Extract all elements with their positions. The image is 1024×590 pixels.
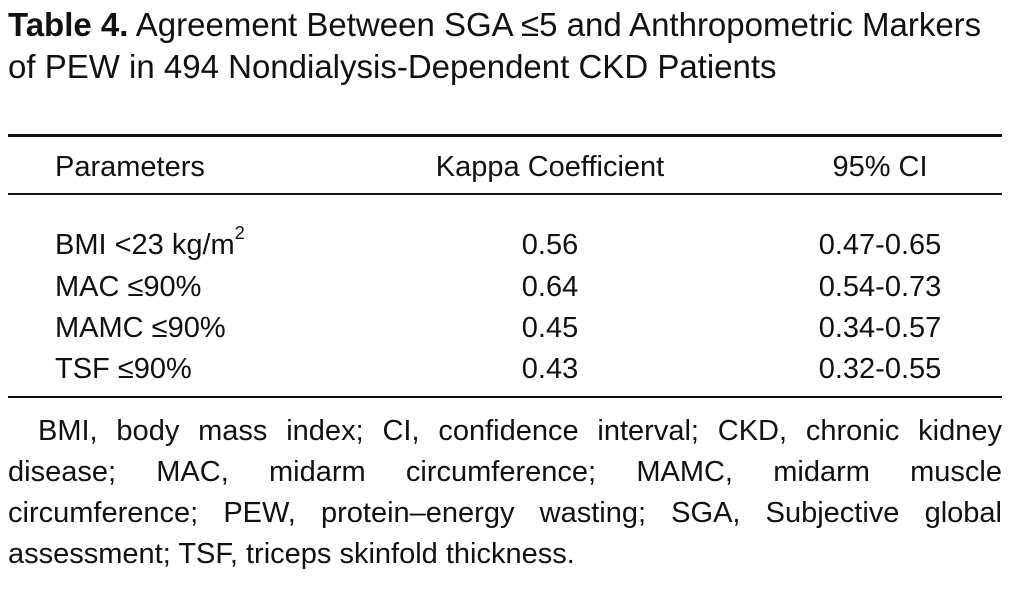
- parameter-text: BMI <23 kg/m: [55, 229, 235, 261]
- table-row-kappa: 0.56: [521, 229, 579, 261]
- table-row-ci: 0.47-0.65: [818, 229, 942, 261]
- table-row-parameter: MAMC ≤90%: [55, 312, 226, 344]
- table-footnote: BMI, body mass index; CI, confidence int…: [8, 415, 1002, 570]
- bottom-rule: [8, 396, 1002, 398]
- top-rule: [8, 134, 1002, 137]
- table-caption: Table 4. Agreement Between SGA ≤5 and An…: [8, 4, 1008, 88]
- table-row-parameter: TSF ≤90%: [55, 353, 192, 385]
- table-row-parameter: MAC ≤90%: [55, 271, 202, 303]
- table-title: Agreement Between SGA ≤5 and Anthropomet…: [8, 6, 982, 85]
- table-row-ci: 0.32-0.55: [818, 353, 942, 385]
- table-row-kappa: 0.43: [521, 353, 579, 385]
- table-row-parameter: BMI <23 kg/m2: [55, 224, 245, 263]
- table-row-kappa: 0.45: [521, 312, 579, 344]
- column-header-parameters: Parameters: [55, 151, 205, 183]
- column-header-kappa: Kappa Coefficient: [435, 151, 665, 183]
- column-header-ci: 95% CI: [832, 151, 928, 183]
- table-row-kappa: 0.64: [521, 271, 579, 303]
- table-row-ci: 0.54-0.73: [818, 271, 942, 303]
- header-rule: [8, 193, 1002, 195]
- table-label: Table 4.: [8, 6, 129, 43]
- table-row-ci: 0.34-0.57: [818, 312, 942, 344]
- parameter-superscript: 2: [234, 223, 245, 244]
